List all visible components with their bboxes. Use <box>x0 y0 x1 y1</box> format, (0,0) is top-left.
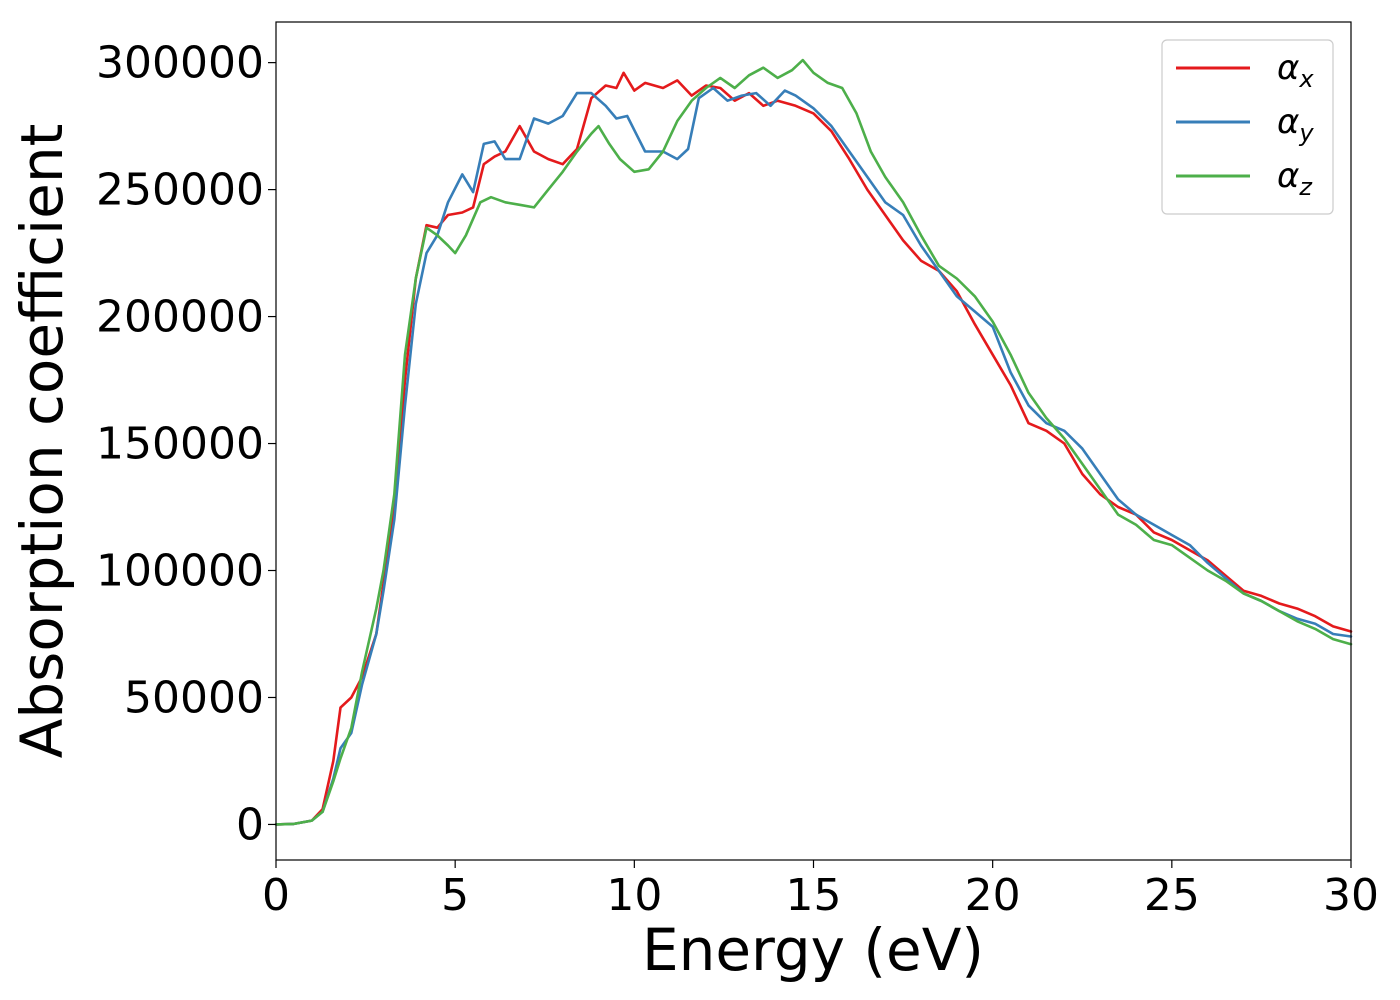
x-tick-label: 25 <box>1144 870 1200 921</box>
series-line-y <box>274 86 1353 826</box>
x-axis-label: Energy (eV) <box>642 916 984 984</box>
legend-label-z: αz <box>1277 156 1313 201</box>
x-axis: 0 5 10 15 20 25 30 <box>262 860 1379 921</box>
y-tick-label: 300000 <box>96 38 264 89</box>
x-tick-label: 0 <box>262 870 290 921</box>
y-tick-label: 250000 <box>96 165 264 216</box>
y-axis-label: Absorption coefficient <box>8 124 76 759</box>
x-tick-label: 10 <box>606 870 662 921</box>
series-line-z <box>274 58 1353 826</box>
y-axis: 0 50000 100000 150000 200000 250000 300000 <box>96 38 276 850</box>
legend-box <box>1161 39 1334 215</box>
x-tick-label: 30 <box>1323 870 1379 921</box>
y-tick-label: 150000 <box>96 419 264 470</box>
y-tick-label: 50000 <box>124 672 264 723</box>
y-tick-label: 100000 <box>96 546 264 597</box>
y-tick-label: 0 <box>236 799 264 850</box>
x-tick-label: 20 <box>965 870 1021 921</box>
x-tick-label: 5 <box>441 870 469 921</box>
x-tick-label: 15 <box>786 870 842 921</box>
series-layer <box>274 58 1353 826</box>
y-tick-label: 200000 <box>96 292 264 343</box>
